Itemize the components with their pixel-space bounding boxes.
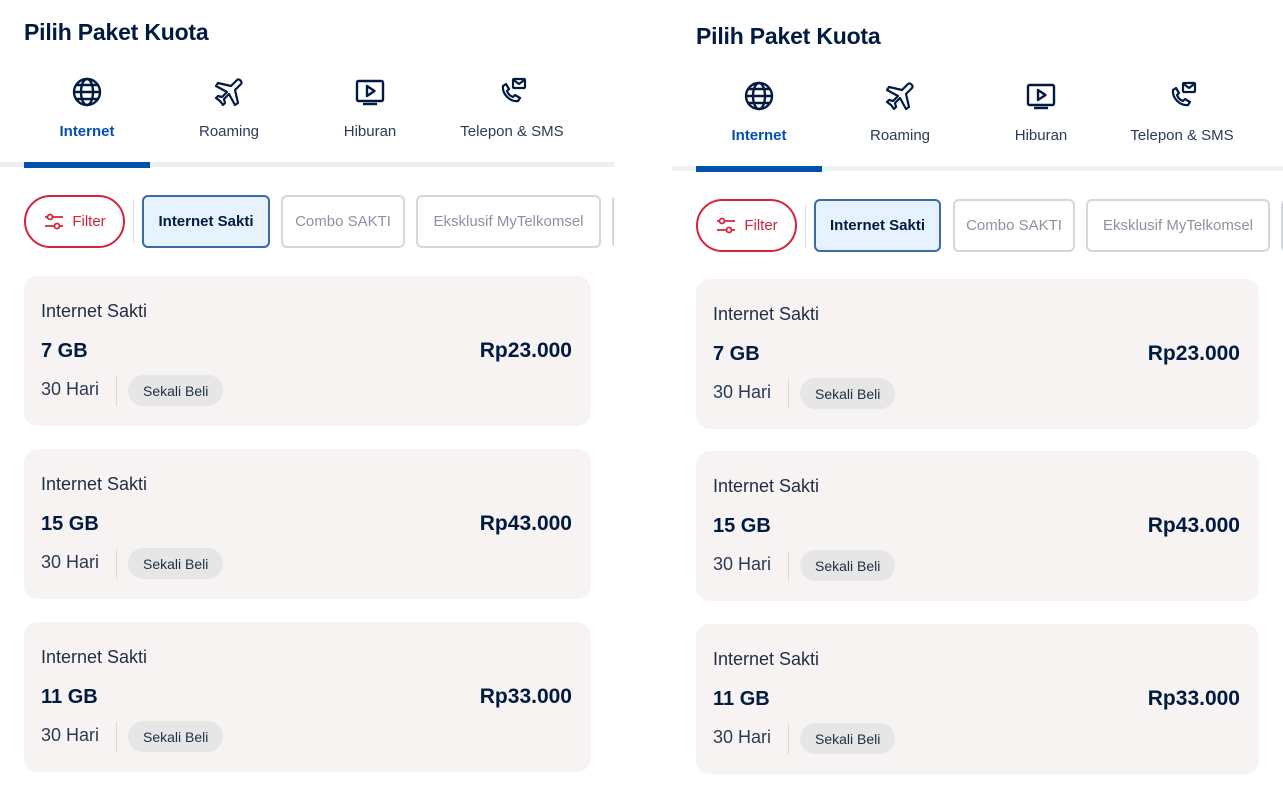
package-duration: 30 Hari (41, 552, 100, 572)
play-icon (1024, 79, 1058, 113)
package-badge: Sekali Beli (800, 378, 896, 409)
globe-icon (70, 75, 104, 109)
phone-message-icon (495, 75, 529, 109)
package-price: Rp33.000 (1147, 687, 1240, 710)
page-title: Pilih Paket Kuota (24, 19, 209, 45)
tab-label: Roaming (198, 123, 260, 140)
tab-telepon-sms[interactable]: Telepon & SMS (1111, 74, 1253, 170)
tab-hiburan[interactable]: Hiburan (299, 70, 441, 166)
package-panel-right: Pilih Paket Kuota Internet (672, 0, 1283, 785)
card-divider (116, 722, 117, 752)
tab-label: Telepon & SMS (460, 123, 564, 140)
chip-internet-sakti[interactable]: Internet Sakti (814, 199, 941, 252)
chip-internet-sakti[interactable]: Internet Sakti (142, 195, 270, 248)
tab-track (0, 162, 614, 167)
package-card[interactable]: Internet Sakti 15 GB Rp43.000 30 Hari Se… (696, 451, 1259, 601)
sliders-icon (717, 217, 736, 233)
package-price: Rp43.000 (1147, 514, 1240, 537)
tab-hiburan[interactable]: Hiburan (970, 74, 1112, 170)
package-size: 15 GB (41, 513, 99, 535)
chip-combo-sakti[interactable]: Combo SAKTI (953, 199, 1075, 252)
card-divider (116, 549, 117, 579)
chip-eksklusif-mytelkomsel[interactable]: Eksklusif MyTelkomsel (1086, 199, 1270, 252)
package-duration: 30 Hari (41, 379, 100, 399)
card-divider (788, 724, 789, 754)
active-tab-indicator (696, 166, 822, 172)
package-card[interactable]: Internet Sakti 15 GB Rp43.000 30 Hari Se… (24, 449, 591, 599)
package-badge: Sekali Beli (800, 550, 896, 581)
play-icon (353, 75, 387, 109)
phone-message-icon (1165, 79, 1199, 113)
filter-label: Filter (744, 217, 778, 234)
package-panel-left: Pilih Paket Kuota Internet (0, 0, 614, 785)
package-duration: 30 Hari (713, 554, 772, 574)
package-price: Rp43.000 (479, 512, 572, 535)
package-duration: 30 Hari (41, 725, 100, 745)
package-name: Internet Sakti (713, 304, 820, 324)
package-card[interactable]: Internet Sakti 7 GB Rp23.000 30 Hari Sek… (24, 276, 591, 426)
package-badge: Sekali Beli (800, 723, 896, 754)
tab-internet[interactable]: Internet (688, 74, 830, 170)
tab-roaming[interactable]: Roaming (158, 70, 300, 166)
package-badge: Sekali Beli (128, 375, 224, 406)
filter-chip-row: Filter Internet Sakti Combo SAKTI Eksklu… (696, 199, 1283, 253)
card-divider (116, 376, 117, 406)
filter-label: Filter (72, 213, 106, 230)
package-size: 11 GB (41, 686, 98, 708)
package-price: Rp23.000 (479, 339, 572, 362)
filter-button[interactable]: Filter (696, 199, 797, 252)
package-name: Internet Sakti (713, 649, 820, 669)
tab-internet[interactable]: Internet (16, 70, 158, 166)
package-size: 11 GB (713, 688, 770, 710)
filter-chip-row: Filter Internet Sakti Combo SAKTI Eksklu… (24, 195, 614, 249)
category-tabs: Internet Roaming Hiburan (672, 74, 1283, 174)
card-divider (788, 551, 789, 581)
chip-eksklusif-mytelkomsel[interactable]: Eksklusif MyTelkomsel (416, 195, 601, 248)
package-name: Internet Sakti (41, 647, 148, 667)
airplane-icon (883, 79, 917, 113)
chip-combo-sakti[interactable]: Combo SAKTI (281, 195, 405, 248)
tab-label: Internet (731, 127, 787, 144)
package-name: Internet Sakti (41, 474, 148, 494)
card-divider (788, 379, 789, 409)
tab-label: Hiburan (343, 123, 397, 140)
package-card[interactable]: Internet Sakti 11 GB Rp33.000 30 Hari Se… (696, 624, 1259, 774)
package-size: 15 GB (713, 515, 771, 537)
package-badge: Sekali Beli (128, 548, 224, 579)
package-badge: Sekali Beli (128, 721, 224, 752)
airplane-icon (212, 75, 246, 109)
package-size: 7 GB (41, 340, 88, 362)
package-name: Internet Sakti (713, 476, 820, 496)
tab-telepon-sms[interactable]: Telepon & SMS (441, 70, 583, 166)
package-duration: 30 Hari (713, 727, 772, 747)
chip-divider (133, 200, 134, 244)
chip-divider (805, 204, 806, 248)
sliders-icon (45, 213, 64, 229)
package-size: 7 GB (713, 343, 760, 365)
tab-label: Hiburan (1014, 127, 1068, 144)
package-card[interactable]: Internet Sakti 11 GB Rp33.000 30 Hari Se… (24, 622, 591, 772)
tab-label: Telepon & SMS (1130, 127, 1234, 144)
page-title: Pilih Paket Kuota (696, 23, 881, 49)
package-price: Rp23.000 (1147, 342, 1240, 365)
tab-roaming[interactable]: Roaming (829, 74, 971, 170)
tab-track (672, 166, 1283, 171)
package-duration: 30 Hari (713, 382, 772, 402)
package-name: Internet Sakti (41, 301, 148, 321)
category-tabs: Internet Roaming Hiburan (0, 70, 614, 170)
package-card[interactable]: Internet Sakti 7 GB Rp23.000 30 Hari Sek… (696, 279, 1259, 429)
tab-label: Internet (59, 123, 115, 140)
globe-icon (742, 79, 776, 113)
filter-button[interactable]: Filter (24, 195, 125, 248)
package-price: Rp33.000 (479, 685, 572, 708)
tab-label: Roaming (869, 127, 931, 144)
active-tab-indicator (24, 162, 150, 168)
panel-gap (614, 0, 672, 785)
